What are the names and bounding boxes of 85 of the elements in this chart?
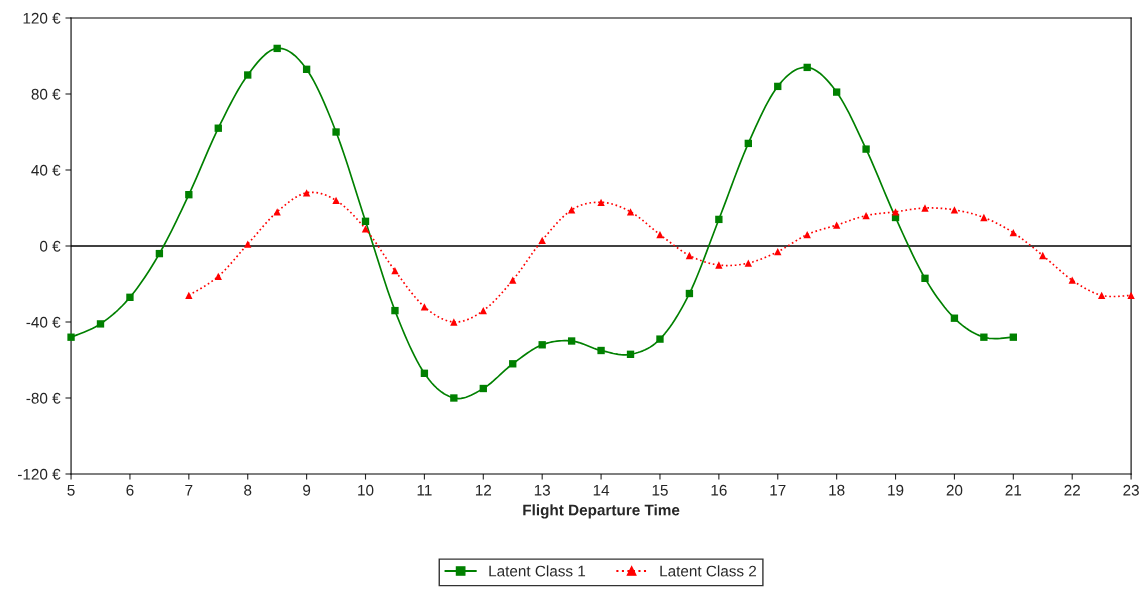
- y-tick-label: -80 €: [26, 392, 61, 404]
- point: [361, 217, 370, 225]
- y-tick-label: 0 €: [40, 240, 61, 252]
- point: [126, 293, 134, 301]
- x-tick-label: 15: [652, 484, 668, 496]
- point: [921, 274, 929, 282]
- x-tick-label: 6: [126, 484, 134, 496]
- x-tick-label: 23: [1123, 484, 1139, 496]
- point: [744, 259, 752, 267]
- point: [479, 384, 487, 393]
- point: [302, 65, 311, 73]
- point: [980, 333, 988, 341]
- point: [656, 335, 664, 343]
- point: [567, 337, 576, 345]
- point: [332, 128, 340, 136]
- x-tick-label: 18: [829, 484, 845, 496]
- point: [450, 394, 458, 402]
- point: [185, 291, 193, 300]
- point: [626, 208, 635, 216]
- point: [214, 124, 222, 132]
- point: [155, 249, 164, 258]
- x-axis-title: Flight Departure Time: [523, 504, 680, 519]
- point: [302, 189, 311, 197]
- point: [803, 63, 811, 72]
- y-tick-label: 40 €: [31, 164, 61, 176]
- point: [420, 303, 429, 311]
- point: [244, 240, 252, 248]
- point: [744, 139, 752, 148]
- point: [96, 320, 105, 328]
- point: [832, 221, 841, 229]
- point: [479, 306, 487, 315]
- legend-label: Latent Class 1: [489, 565, 586, 577]
- point: [538, 341, 546, 349]
- y-tick-label: 120 €: [23, 12, 61, 24]
- point: [685, 251, 694, 260]
- x-tick-label: 17: [770, 484, 786, 496]
- point: [420, 369, 429, 377]
- x-tick-label: 12: [475, 484, 492, 496]
- point: [214, 272, 222, 281]
- point: [950, 314, 959, 322]
- x-tick-label: 5: [67, 484, 75, 496]
- point: [509, 360, 517, 368]
- point: [626, 350, 635, 358]
- x-tick-label: 11: [417, 484, 432, 496]
- point: [774, 82, 782, 91]
- point: [715, 261, 723, 269]
- point: [391, 306, 399, 315]
- point: [1097, 291, 1106, 300]
- x-tick-label: 19: [888, 484, 904, 496]
- point: [891, 208, 900, 216]
- point: [509, 276, 517, 284]
- point: [1039, 251, 1047, 260]
- point: [597, 198, 605, 206]
- point: [185, 191, 193, 199]
- point: [538, 236, 546, 244]
- point: [361, 225, 370, 233]
- y-tick-label: -120 €: [18, 468, 61, 480]
- x-tick-label: 16: [711, 484, 727, 496]
- point: [273, 44, 281, 53]
- x-tick-label: 7: [185, 484, 193, 496]
- y-tick-label: 80 €: [31, 88, 61, 100]
- point: [597, 346, 605, 355]
- point: [685, 289, 694, 298]
- x-tick-label: 10: [358, 484, 374, 496]
- point: [450, 318, 458, 326]
- x-tick-label: 22: [1064, 484, 1080, 496]
- x-tick-label: 20: [946, 484, 963, 496]
- point: [1009, 229, 1017, 237]
- point: [921, 204, 929, 212]
- x-tick-label: 8: [244, 484, 252, 496]
- point: [862, 145, 870, 153]
- point: [1009, 333, 1017, 341]
- x-tick-label: 9: [303, 484, 311, 496]
- x-tick-label: 13: [534, 484, 551, 496]
- x-tick-label: 14: [593, 484, 610, 496]
- point: [244, 71, 252, 79]
- point: [950, 206, 959, 214]
- point: [1068, 276, 1076, 284]
- y-tick-label: -40 €: [26, 316, 61, 328]
- x-tick-label: 21: [1005, 484, 1022, 496]
- point: [715, 215, 723, 224]
- point: [567, 206, 576, 214]
- point: [67, 333, 75, 341]
- legend-label: Latent Class 2: [660, 565, 757, 577]
- point: [832, 88, 841, 96]
